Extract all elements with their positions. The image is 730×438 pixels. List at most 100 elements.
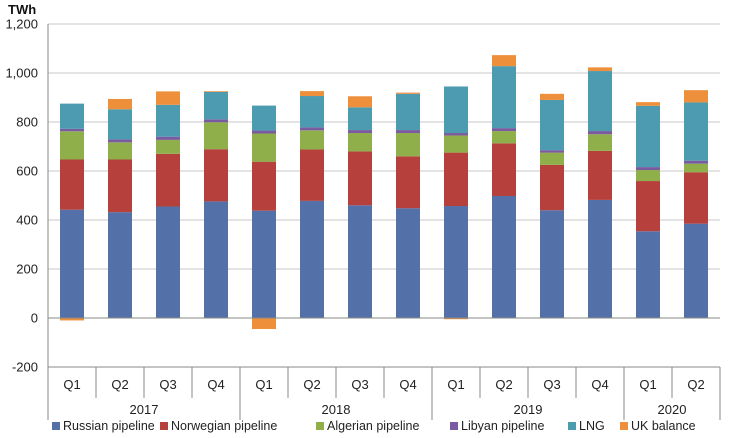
bar-segment-algerian-pipeline xyxy=(588,134,612,151)
bar-segment-lng xyxy=(540,99,564,151)
bar-segment-russian-pipeline xyxy=(636,231,660,318)
gridlines xyxy=(48,23,720,368)
bar-segment-russian-pipeline xyxy=(540,210,564,318)
bar-segment-norwegian-pipeline xyxy=(108,159,132,213)
y-axis-ticks: -200 0 200 400 600 800 1,000 1,200 xyxy=(5,17,38,375)
y-tick-label: 600 xyxy=(16,164,38,179)
bar-segment-uk-balance xyxy=(60,318,84,321)
bar-segment-russian-pipeline xyxy=(684,223,708,318)
axes xyxy=(47,24,720,367)
y-tick-label: 0 xyxy=(31,311,38,326)
bar-segment-libyan-pipeline xyxy=(204,119,228,123)
y-tick-label: -200 xyxy=(12,360,38,375)
bar-segment-norwegian-pipeline xyxy=(540,164,564,211)
bar-segment-algerian-pipeline xyxy=(204,122,228,150)
x-tick-label-quarter: Q1 xyxy=(639,377,656,392)
bar-segment-lng xyxy=(204,91,228,120)
bar-segment-libyan-pipeline xyxy=(60,128,84,132)
bar-segment-lng xyxy=(348,107,372,131)
bar-segment-norwegian-pipeline xyxy=(60,159,84,210)
bar-segment-norwegian-pipeline xyxy=(156,153,180,207)
y-tick-label: 400 xyxy=(16,213,38,228)
bar-segment-uk-balance xyxy=(684,90,708,103)
bar-segment-libyan-pipeline xyxy=(684,160,708,164)
bar-segment-lng xyxy=(108,109,132,140)
y-tick-label: 1,200 xyxy=(5,17,38,32)
bar-segment-algerian-pipeline xyxy=(108,142,132,160)
legend-label: UK balance xyxy=(631,419,696,433)
bar-segment-lng xyxy=(156,104,180,137)
bar-segment-lng xyxy=(492,66,516,129)
bar-segment-lng xyxy=(252,105,276,131)
bar-segment-libyan-pipeline xyxy=(636,167,660,171)
y-tick-label: 1,000 xyxy=(5,66,38,81)
bar-segment-lng xyxy=(300,96,324,128)
bar-segment-russian-pipeline xyxy=(300,200,324,318)
bar-segment-libyan-pipeline xyxy=(492,128,516,132)
bar-segment-libyan-pipeline xyxy=(252,130,276,134)
legend-label: Algerian pipeline xyxy=(327,419,419,433)
legend-swatch xyxy=(620,422,628,430)
bar-segment-uk-balance xyxy=(540,93,564,100)
x-tick-label-quarter: Q4 xyxy=(591,377,608,392)
bar-segment-russian-pipeline xyxy=(444,206,468,318)
bar-segment-lng xyxy=(636,105,660,168)
bar-segment-libyan-pipeline xyxy=(156,136,180,140)
bar-segment-algerian-pipeline xyxy=(684,163,708,173)
bar-segment-norwegian-pipeline xyxy=(348,151,372,206)
bar-segment-norwegian-pipeline xyxy=(252,161,276,211)
x-tick-label-year: 2018 xyxy=(322,402,351,417)
bar-segment-russian-pipeline xyxy=(492,195,516,318)
bar-segment-russian-pipeline xyxy=(348,205,372,318)
bar-segment-algerian-pipeline xyxy=(396,133,420,157)
bar-segment-uk-balance xyxy=(492,55,516,67)
x-tick-label-quarter: Q3 xyxy=(543,377,560,392)
bar-segment-norwegian-pipeline xyxy=(492,143,516,196)
bar-segment-algerian-pipeline xyxy=(300,130,324,150)
bar-segment-russian-pipeline xyxy=(108,212,132,318)
bar-segment-norwegian-pipeline xyxy=(444,152,468,207)
legend: Russian pipeline Norwegian pipeline Algeri… xyxy=(52,419,696,433)
x-tick-label-quarter: Q1 xyxy=(447,377,464,392)
legend-label: LNG xyxy=(579,419,605,433)
bar-segment-norwegian-pipeline xyxy=(684,172,708,224)
x-tick-label-quarter: Q4 xyxy=(399,377,416,392)
legend-label: Norwegian pipeline xyxy=(171,419,277,433)
bar-segment-uk-balance xyxy=(204,91,228,92)
bar-segment-russian-pipeline xyxy=(252,210,276,318)
bar-segment-algerian-pipeline xyxy=(492,131,516,144)
bar-segment-algerian-pipeline xyxy=(156,139,180,154)
x-tick-label-quarter: Q1 xyxy=(63,377,80,392)
bar-segment-libyan-pipeline xyxy=(588,131,612,135)
bar-segment-lng xyxy=(396,93,420,131)
bar-segment-uk-balance xyxy=(396,92,420,94)
bars xyxy=(60,55,708,330)
y-axis-unit-label: TWh xyxy=(8,2,36,17)
legend-swatch xyxy=(316,422,324,430)
bar-segment-russian-pipeline xyxy=(204,201,228,318)
bar-segment-uk-balance xyxy=(252,318,276,330)
bar-segment-libyan-pipeline xyxy=(540,150,564,153)
bar-segment-algerian-pipeline xyxy=(540,152,564,165)
bar-segment-libyan-pipeline xyxy=(108,139,132,143)
legend-swatch xyxy=(160,422,168,430)
bar-segment-libyan-pipeline xyxy=(300,127,324,131)
bar-segment-libyan-pipeline xyxy=(348,130,372,134)
bar-segment-lng xyxy=(684,102,708,161)
bar-segment-norwegian-pipeline xyxy=(204,149,228,202)
bar-segment-lng xyxy=(588,71,612,132)
legend-swatch xyxy=(568,422,576,430)
x-tick-label-quarter: Q4 xyxy=(207,377,224,392)
y-tick-label: 800 xyxy=(16,115,38,130)
x-tick-label-quarter: Q2 xyxy=(495,377,512,392)
bar-segment-uk-balance xyxy=(588,67,612,72)
bar-segment-russian-pipeline xyxy=(588,199,612,318)
legend-swatch xyxy=(52,422,60,430)
legend-label: Libyan pipeline xyxy=(461,419,544,433)
bar-segment-uk-balance xyxy=(156,91,180,105)
bar-segment-algerian-pipeline xyxy=(636,170,660,182)
x-tick-label-year: 2019 xyxy=(514,402,543,417)
bar-segment-uk-balance xyxy=(444,318,468,320)
